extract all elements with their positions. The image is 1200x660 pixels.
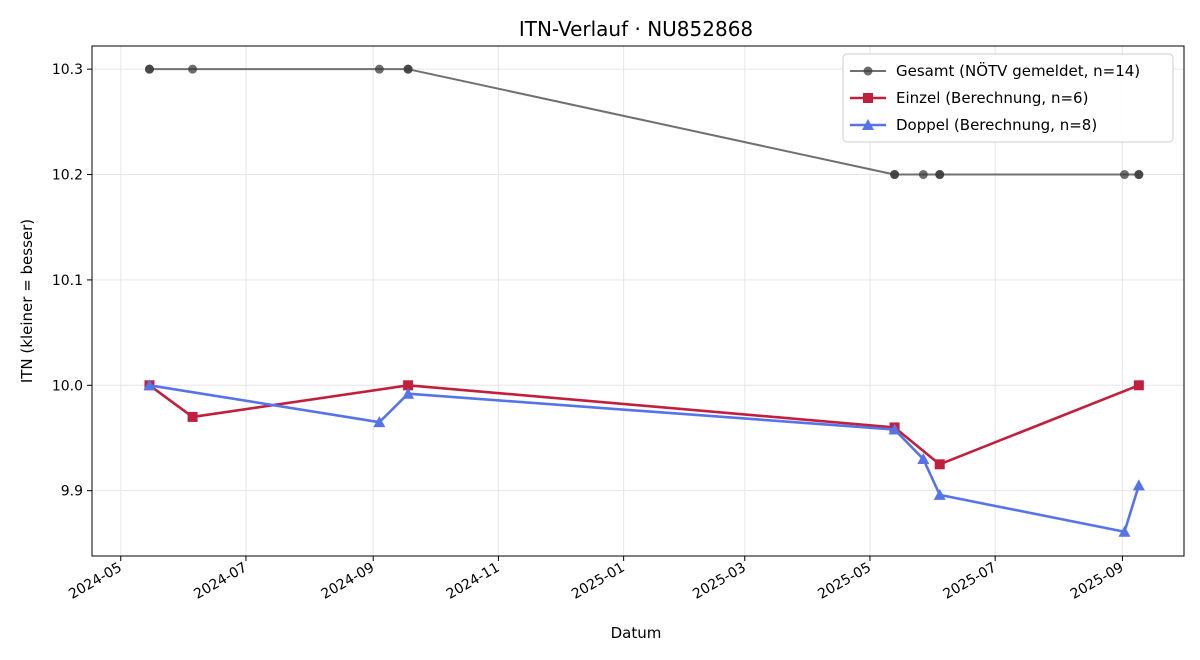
legend-marker <box>863 66 873 76</box>
legend-entry-3: Doppel (Berechnung, n=8) <box>896 116 1097 134</box>
series-line <box>148 383 1140 466</box>
series-line <box>149 384 1141 534</box>
y-tick-label: 10.1 <box>52 273 83 289</box>
legend-entry-2: Einzel (Berechnung, n=6) <box>896 89 1088 107</box>
x-axis-label: Datum <box>611 624 662 642</box>
data-point <box>933 488 946 500</box>
data-point <box>144 64 154 74</box>
legend: Gesamt (NÖTV gemeldet, n=14) Einzel (Bere… <box>842 53 1174 143</box>
data-point <box>917 453 930 465</box>
data-point <box>1119 170 1129 180</box>
y-axis: 9.9 10.0 10.1 10.2 10.3 <box>52 62 92 500</box>
data-point <box>143 379 156 391</box>
y-tick-label: 10.3 <box>52 62 83 78</box>
data-point <box>188 64 198 74</box>
data-point <box>1134 170 1144 180</box>
data-point <box>935 170 945 180</box>
data-point <box>403 380 414 391</box>
legend-marker <box>862 119 874 130</box>
series-layer <box>143 64 1145 537</box>
legend-marker <box>863 93 873 103</box>
data-point <box>374 64 384 74</box>
data-point <box>373 416 386 428</box>
data-point <box>1132 479 1145 491</box>
data-point <box>1118 525 1131 537</box>
y-tick-label: 9.9 <box>61 484 83 500</box>
plot-frame <box>91 45 1185 557</box>
data-point <box>1133 380 1144 391</box>
legend-box <box>842 53 1174 143</box>
data-point <box>187 411 198 422</box>
data-point <box>918 170 928 180</box>
legend-entry-1: Gesamt (NÖTV gemeldet, n=14) <box>896 61 1140 80</box>
data-point <box>934 459 945 470</box>
y-tick-label: 10.0 <box>52 378 83 394</box>
data-point <box>888 423 901 435</box>
series-3 <box>143 379 1145 537</box>
data-point <box>402 387 415 399</box>
series-1 <box>144 64 1144 180</box>
data-point <box>403 64 413 74</box>
chart-title: ITN-Verlauf · NU852868 <box>519 17 753 41</box>
data-point <box>890 170 900 180</box>
y-axis-label: ITN (kleiner = besser) <box>18 219 36 383</box>
y-tick-label: 10.2 <box>52 168 83 184</box>
